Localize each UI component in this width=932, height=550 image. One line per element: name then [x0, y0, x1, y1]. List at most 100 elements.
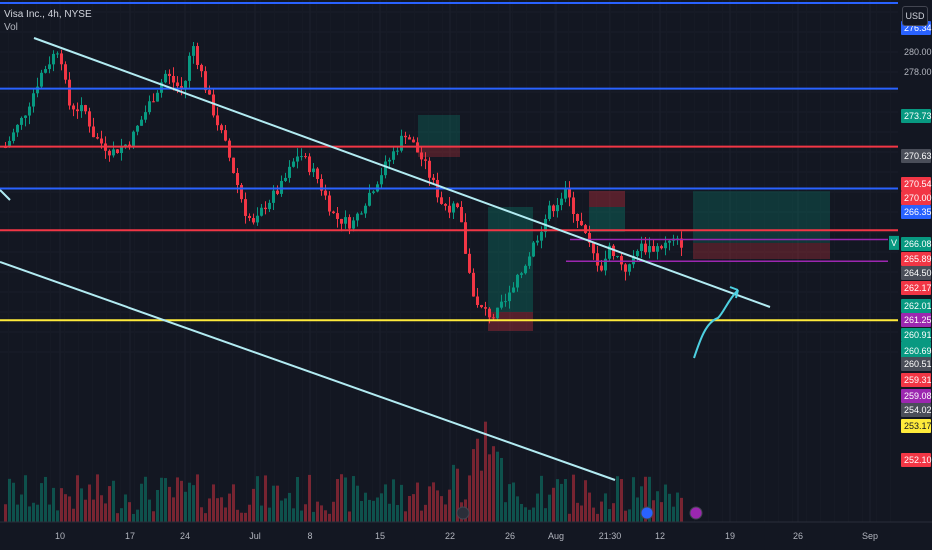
- candle: [84, 105, 87, 112]
- volume-bar: [308, 474, 311, 522]
- candle: [472, 272, 475, 297]
- trend-channel[interactable]: [0, 37, 771, 481]
- candle: [384, 161, 387, 176]
- candle: [236, 173, 239, 186]
- time-tick-label: Jul: [249, 531, 261, 541]
- volume-bar: [496, 451, 499, 522]
- volume-bar: [396, 505, 399, 522]
- price-tags: 276.34 273.73 270.63 270.54 270.00 266.35 266.…: [889, 21, 932, 467]
- time-tick-label: 15: [375, 531, 385, 541]
- volume-bar: [192, 485, 195, 522]
- candle: [640, 243, 643, 252]
- volume-bar: [336, 479, 339, 522]
- volume-bar: [352, 476, 355, 522]
- candle: [100, 138, 103, 144]
- symbol-badge-label: V: [891, 238, 897, 248]
- time-axis[interactable]: 10 17 24 Jul 8 15 22 26 Aug 21:30 12 19 26 Sep: [0, 506, 932, 550]
- volume-bar: [668, 493, 671, 522]
- candle: [444, 203, 447, 206]
- volume-bar: [204, 513, 207, 522]
- candle: [44, 69, 47, 73]
- candle: [200, 64, 203, 72]
- candle: [92, 126, 95, 138]
- horizontal-lines[interactable]: [0, 2, 898, 322]
- candle: [660, 246, 663, 249]
- candle: [96, 137, 99, 139]
- volume-bar: [392, 479, 395, 522]
- price-tag-label: 254.02: [904, 405, 932, 415]
- currency-button[interactable]: USD: [902, 6, 928, 26]
- price-tag: [901, 357, 931, 371]
- candle: [156, 92, 159, 102]
- volume-bar: [300, 510, 303, 522]
- price-tag: [901, 419, 931, 433]
- volume-bar: [92, 499, 95, 522]
- volume-label[interactable]: Vol: [4, 22, 18, 33]
- candle: [252, 218, 255, 223]
- candle: [652, 246, 655, 252]
- candle: [372, 191, 375, 193]
- volume-bar: [200, 507, 203, 522]
- candle: [400, 135, 403, 151]
- candle: [344, 217, 347, 224]
- volume-bar: [420, 510, 423, 522]
- candle: [140, 119, 143, 126]
- position-zone: [418, 146, 460, 157]
- symbol-title[interactable]: Visa Inc., 4h, NYSE: [4, 9, 92, 20]
- volume-bar: [304, 504, 307, 522]
- volume-bar: [412, 494, 415, 522]
- candle: [368, 192, 371, 206]
- volume-bar: [520, 503, 523, 522]
- candle: [540, 231, 543, 241]
- volume-bar: [580, 505, 583, 522]
- volume-bar: [288, 492, 291, 522]
- volume-bar: [416, 482, 419, 522]
- volume-bar: [188, 482, 191, 522]
- volume-bar: [320, 505, 323, 522]
- volume-bar: [424, 504, 427, 522]
- candle: [456, 203, 459, 207]
- candle: [564, 187, 567, 199]
- volume-bar: [236, 509, 239, 522]
- volume-bar: [244, 512, 247, 522]
- volume-bar: [312, 511, 315, 522]
- volume-bar: [228, 493, 231, 522]
- volume-bar: [596, 513, 599, 522]
- candle: [644, 243, 647, 253]
- candle: [468, 253, 471, 273]
- symbol-badge: [889, 235, 899, 250]
- candle: [144, 112, 147, 120]
- volume-bar: [256, 476, 259, 522]
- candle: [164, 73, 167, 83]
- candle: [188, 55, 191, 81]
- candle: [32, 93, 35, 107]
- candle: [324, 190, 327, 196]
- candle: [300, 156, 303, 158]
- candle: [276, 190, 279, 194]
- time-tick-label: 19: [725, 531, 735, 541]
- position-zone: [589, 207, 625, 232]
- candle: [552, 205, 555, 212]
- price-tag-label: 273.73: [904, 111, 932, 121]
- candle: [288, 166, 291, 178]
- candle: [272, 190, 275, 203]
- volume-bar: [640, 486, 643, 522]
- volume-bar: [224, 507, 227, 522]
- candle: [548, 205, 551, 219]
- volume-bar: [196, 474, 199, 522]
- volume-bar: [524, 507, 527, 522]
- volume-bar: [8, 478, 11, 522]
- candle: [16, 124, 19, 133]
- candle: [208, 90, 211, 95]
- candle: [576, 214, 579, 221]
- volume-bar: [364, 492, 367, 522]
- volume-bar: [240, 512, 243, 522]
- volume-bar: [40, 483, 43, 522]
- candle: [380, 175, 383, 185]
- candle: [392, 151, 395, 160]
- volume-bar: [372, 500, 375, 522]
- volume-bar: [528, 509, 531, 522]
- volume-bar: [216, 498, 219, 522]
- price-tag: [901, 403, 931, 417]
